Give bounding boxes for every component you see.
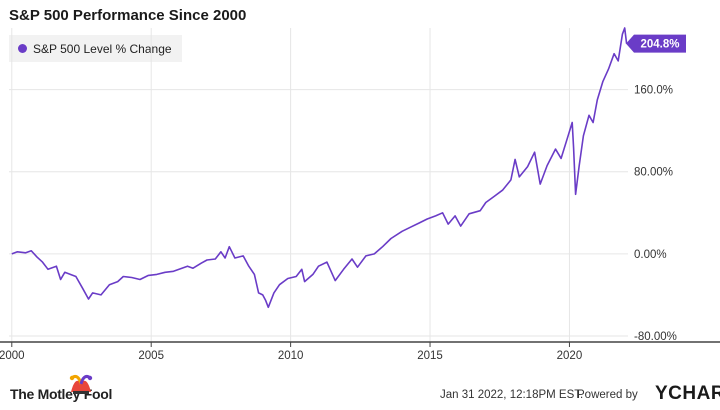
chart-title: S&P 500 Performance Since 2000: [9, 7, 247, 24]
ycharts-logo: YCHARTS: [655, 383, 720, 404]
x-tick-label: 2000: [0, 350, 25, 362]
y-tick-label: 80.00%: [634, 167, 673, 179]
x-tick-label: 2010: [278, 350, 304, 362]
y-tick-label: 0.00%: [634, 249, 667, 261]
last-value-callout: [626, 34, 686, 53]
x-tick-label: 2005: [138, 350, 164, 362]
legend-series-label: S&P 500 Level % Change: [33, 41, 172, 56]
timestamp: Jan 31 2022, 12:18PM EST.: [440, 389, 584, 401]
y-tick-label: -80.00%: [634, 331, 677, 343]
last-value-label: 204.8%: [640, 39, 679, 51]
legend-series-marker: [18, 44, 27, 53]
chart-legend: S&P 500 Level % Change: [9, 35, 182, 62]
y-tick-label: 160.0%: [634, 85, 673, 97]
x-tick-label: 2015: [417, 350, 443, 362]
series-line: [11, 27, 628, 309]
motley-fool-logo-text: The Motley Fool: [10, 386, 113, 402]
powered-by-label: Powered by: [577, 389, 638, 401]
jester-hat-icon: [69, 374, 93, 394]
x-tick-label: 2020: [557, 350, 583, 362]
